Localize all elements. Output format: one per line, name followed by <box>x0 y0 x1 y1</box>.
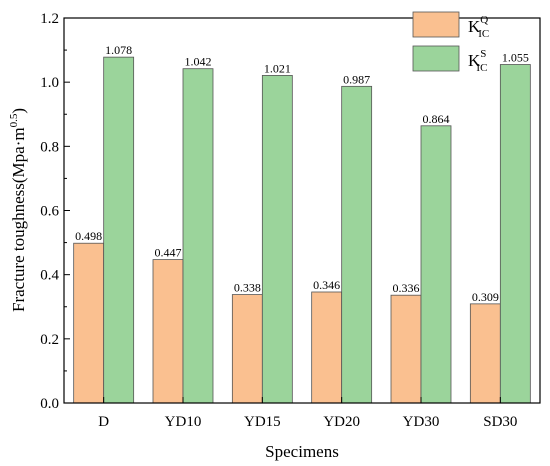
plot-frame <box>63 17 541 404</box>
legend-swatch-s <box>412 45 460 72</box>
y-tick-label: 1.0 <box>40 75 59 91</box>
bar-value-label: 0.498 <box>75 229 102 243</box>
bar-value-label: 1.078 <box>105 43 132 57</box>
y-axis: 0.0 0.2 0.4 0.6 0.8 1.0 1.2 <box>40 11 70 412</box>
bar-value-label: 0.336 <box>393 281 420 295</box>
legend-label-s: KS IC <box>468 48 487 74</box>
y-axis-title-main: Fracture toughness(Mpa·m <box>9 127 28 312</box>
x-tick-label: YD30 <box>403 414 440 430</box>
legend-label-s-sup: S <box>480 48 486 60</box>
bar-value-label: 0.987 <box>343 72 370 86</box>
y-tick-label: 0.8 <box>40 139 59 155</box>
bar-kicq <box>311 291 343 404</box>
y-tick-label: 0.6 <box>40 204 59 220</box>
bar-value-label: 1.021 <box>264 61 291 75</box>
x-axis: D YD10 YD15 YD20 YD30 SD30 <box>98 397 517 430</box>
legend-label-s-main: K <box>468 51 481 70</box>
bar-kicq <box>231 294 263 404</box>
legend: KQ IC KS IC <box>412 11 489 74</box>
x-axis-title: Specimens <box>265 442 339 461</box>
bar-kics <box>182 68 214 404</box>
bar-value-label: 0.346 <box>313 278 340 292</box>
x-tick-label: YD15 <box>244 414 281 430</box>
y-tick-label: 1.2 <box>40 11 59 27</box>
bar-kicq <box>390 294 422 404</box>
bar-value-label: 0.447 <box>155 246 182 260</box>
y-tick-label: 0.2 <box>40 332 59 348</box>
bar-kicq <box>469 303 501 404</box>
bar-kics <box>103 56 135 404</box>
bar-kics <box>499 64 531 404</box>
legend-swatch-q <box>412 11 460 38</box>
x-tick-label: YD20 <box>323 414 360 430</box>
bar-value-label: 1.055 <box>502 51 529 65</box>
y-axis-title-sup: 0.5 <box>8 113 20 127</box>
y-axis-title-close: ) <box>9 108 28 114</box>
legend-label-q: KQ IC <box>468 14 489 40</box>
legend-label-q-sup: Q <box>480 14 488 26</box>
legend-label-s-sub: IC <box>476 62 487 74</box>
value-labels-layer: 0.498 1.078 0.447 1.042 0.338 1.021 0.346 0.987… <box>75 43 529 304</box>
y-axis-title: Fracture toughness(Mpa·m0.5) <box>8 108 28 312</box>
legend-label-q-main: K <box>468 17 481 36</box>
y-tick-label: 0.4 <box>40 268 59 284</box>
x-tick-label: SD30 <box>483 414 517 430</box>
bar-kicq <box>152 259 184 404</box>
y-tick-label: 0.0 <box>40 396 59 412</box>
bar-value-label: 0.864 <box>423 112 450 126</box>
legend-label-q-sub: IC <box>478 28 489 40</box>
bar-kics <box>341 85 373 404</box>
bar-kics <box>261 75 293 404</box>
x-tick-label: YD10 <box>165 414 202 430</box>
bars-layer <box>73 56 531 404</box>
bar-value-label: 0.338 <box>234 281 261 295</box>
bar-kicq <box>73 242 105 404</box>
bar-value-label: 0.309 <box>472 290 499 304</box>
x-tick-label: D <box>98 414 109 430</box>
bar-kics <box>420 125 452 404</box>
bar-value-label: 1.042 <box>185 55 212 69</box>
